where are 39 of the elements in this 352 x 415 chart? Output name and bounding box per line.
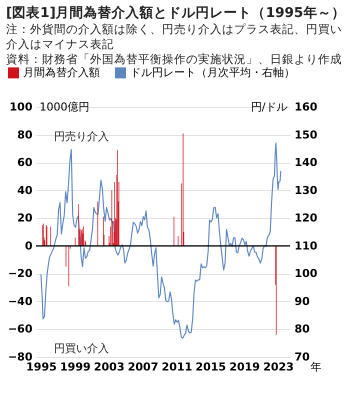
x-tick-label: 2023 xyxy=(263,360,294,374)
y-tick-label: 80 xyxy=(17,128,33,142)
chart-title: [図表1]月間為替介入額とドル円レート（1995年～） xyxy=(6,4,346,22)
y-tick-label: 40 xyxy=(17,184,33,197)
annotation: 円買い介入 xyxy=(54,342,109,355)
y2-tick-label: 90 xyxy=(294,294,310,308)
y2-tick-label: 80 xyxy=(294,322,310,336)
y2-tick-label: 70 xyxy=(294,350,310,364)
annotation: 円売り介入 xyxy=(54,130,109,143)
y-axis-title: 1000億円 xyxy=(40,100,90,114)
y-tick-label: −60 xyxy=(8,322,33,336)
x-tick-label: 2011 xyxy=(162,360,192,374)
y-tick-label: −20 xyxy=(8,267,33,280)
text: 注：外貨間の介入額は除く、円売り介入はプラス表記、円買い介入はマイナス表記 xyxy=(6,22,343,52)
y2-tick-label: 160 xyxy=(294,100,318,114)
x-tick-label: 2003 xyxy=(94,360,125,374)
x-axis-title: 年 xyxy=(310,360,322,374)
y2-tick-label: 150 xyxy=(294,128,318,142)
x-tick-label: 2015 xyxy=(195,360,226,374)
y-tick-label: 0 xyxy=(24,239,33,252)
line-series xyxy=(40,142,282,339)
y-tick-label: 100 xyxy=(10,100,33,114)
y2-tick-label: 100 xyxy=(294,267,318,280)
y-tick-label: 20 xyxy=(17,212,33,225)
x-tick-label: 2007 xyxy=(128,360,158,374)
y2-tick-label: 110 xyxy=(294,239,318,252)
legend-label: ドル円レート（月次平均・右軸） xyxy=(130,66,295,79)
y-tick-label: 60 xyxy=(17,156,33,170)
x-tick-label: 1995 xyxy=(26,360,57,374)
x-tick-label: 2019 xyxy=(229,360,260,374)
y-tick-label: −80 xyxy=(8,350,33,364)
y-tick-label: −40 xyxy=(8,294,33,308)
y2-tick-label: 120 xyxy=(294,212,318,225)
legend-label: 月間為替介入額 xyxy=(23,66,100,79)
text: 資料：財務省「外国為替平衡操作の実施状況」、日銀より作成 xyxy=(6,52,343,67)
y2-axis-title: 円/ドル xyxy=(250,100,288,114)
x-tick-label: 1999 xyxy=(60,360,91,374)
y2-tick-label: 140 xyxy=(294,156,318,170)
y2-tick-label: 130 xyxy=(294,184,318,197)
